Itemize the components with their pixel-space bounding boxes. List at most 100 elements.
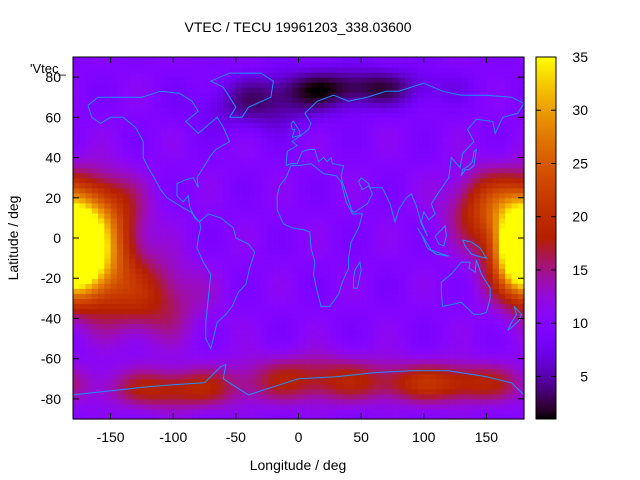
heatmap-cell	[217, 353, 224, 360]
heatmap-cell	[342, 212, 350, 219]
heatmap-cell	[404, 373, 412, 380]
heatmap-cell	[273, 232, 281, 239]
heatmap-cell	[492, 248, 500, 254]
heatmap-cell	[129, 112, 137, 118]
heatmap-cell	[398, 62, 406, 68]
heatmap-cell	[279, 258, 287, 264]
heatmap-cell	[336, 207, 343, 214]
heatmap-cell	[392, 72, 400, 78]
heatmap-cell	[336, 142, 343, 149]
heatmap-cell	[386, 227, 394, 234]
heatmap-cell	[329, 323, 337, 330]
heatmap-cell	[498, 303, 506, 309]
heatmap-cell	[204, 288, 212, 294]
heatmap-cell	[185, 368, 193, 375]
heatmap-cell	[317, 217, 325, 224]
heatmap-cell	[273, 127, 281, 134]
heatmap-cell	[417, 162, 425, 169]
heatmap-cell	[135, 112, 143, 118]
heatmap-cell	[116, 343, 124, 350]
heatmap-cell	[204, 217, 212, 224]
heatmap-cell	[160, 197, 168, 204]
heatmap-cell	[492, 187, 500, 194]
heatmap-cell	[430, 67, 437, 73]
heatmap-cell	[448, 388, 456, 395]
heatmap-cell	[260, 283, 268, 289]
heatmap-cell	[229, 97, 237, 103]
heatmap-cell	[279, 202, 287, 209]
heatmap-cell	[317, 107, 325, 113]
heatmap-cell	[254, 187, 262, 194]
heatmap-cell	[85, 303, 93, 309]
heatmap-cell	[292, 167, 300, 174]
heatmap-cell	[154, 62, 162, 68]
heatmap-cell	[448, 207, 456, 214]
heatmap-cell	[217, 348, 224, 355]
heatmap-cell	[486, 172, 494, 179]
heatmap-cell	[273, 318, 281, 325]
heatmap-cell	[480, 222, 488, 229]
heatmap-cell	[323, 72, 331, 78]
heatmap-cell	[411, 243, 419, 249]
heatmap-cell	[317, 137, 325, 144]
heatmap-cell	[123, 263, 130, 269]
heatmap-cell	[323, 202, 331, 209]
heatmap-cell	[223, 303, 231, 309]
heatmap-cell	[148, 232, 156, 239]
heatmap-cell	[217, 368, 224, 375]
heatmap-cell	[229, 338, 237, 345]
heatmap-cell	[323, 403, 331, 410]
heatmap-cell	[304, 137, 312, 144]
heatmap-cell	[467, 197, 475, 204]
heatmap-cell	[73, 373, 80, 380]
heatmap-cell	[192, 408, 199, 415]
heatmap-cell	[185, 398, 193, 405]
heatmap-cell	[480, 393, 488, 400]
heatmap-cell	[417, 258, 425, 264]
heatmap-cell	[317, 192, 325, 199]
heatmap-cell	[285, 227, 293, 234]
heatmap-cell	[166, 348, 174, 355]
heatmap-cell	[336, 278, 343, 284]
heatmap-cell	[254, 258, 262, 264]
heatmap-cell	[304, 323, 312, 330]
heatmap-cell	[505, 303, 513, 309]
heatmap-cell	[148, 202, 156, 209]
heatmap-cell	[342, 132, 350, 139]
heatmap-cell	[486, 167, 494, 174]
heatmap-cell	[379, 253, 387, 259]
heatmap-cell	[285, 358, 293, 365]
heatmap-cell	[361, 348, 368, 355]
heatmap-cell	[436, 197, 444, 204]
heatmap-cell	[392, 57, 400, 63]
heatmap-cell	[336, 283, 343, 289]
heatmap-cell	[223, 393, 231, 400]
heatmap-cell	[304, 202, 312, 209]
heatmap-cell	[98, 197, 105, 204]
heatmap-cell	[160, 308, 168, 315]
heatmap-cell	[361, 77, 368, 83]
heatmap-cell	[317, 177, 325, 184]
heatmap-cell	[198, 288, 206, 294]
heatmap-cell	[505, 408, 513, 415]
heatmap-cell	[354, 72, 362, 78]
heatmap-cell	[467, 398, 475, 405]
heatmap-cell	[248, 217, 256, 224]
heatmap-cell	[480, 313, 488, 320]
heatmap-cell	[473, 273, 481, 279]
heatmap-cell	[455, 207, 462, 214]
heatmap-cell	[311, 413, 318, 420]
heatmap-cell	[348, 202, 356, 209]
heatmap-cell	[248, 232, 256, 239]
heatmap-cell	[455, 318, 462, 325]
heatmap-cell	[229, 122, 237, 128]
heatmap-cell	[480, 253, 488, 259]
heatmap-cell	[79, 403, 87, 410]
heatmap-cell	[166, 283, 174, 289]
heatmap-cell	[354, 182, 362, 189]
heatmap-cell	[242, 77, 249, 83]
heatmap-cell	[392, 308, 400, 315]
heatmap-cell	[198, 263, 206, 269]
heatmap-cell	[423, 378, 431, 385]
heatmap-cell	[260, 227, 268, 234]
